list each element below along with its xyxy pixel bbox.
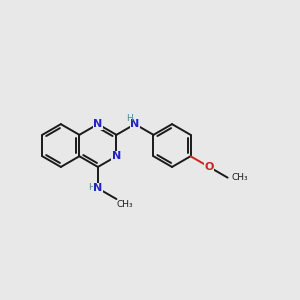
Text: H: H — [126, 114, 133, 123]
Text: N: N — [93, 183, 103, 193]
Text: O: O — [204, 162, 214, 172]
Text: H: H — [88, 183, 95, 192]
Text: N: N — [112, 151, 121, 161]
Text: CH₃: CH₃ — [116, 200, 133, 209]
Text: N: N — [130, 119, 140, 129]
Text: N: N — [93, 119, 103, 129]
Text: CH₃: CH₃ — [231, 173, 248, 182]
